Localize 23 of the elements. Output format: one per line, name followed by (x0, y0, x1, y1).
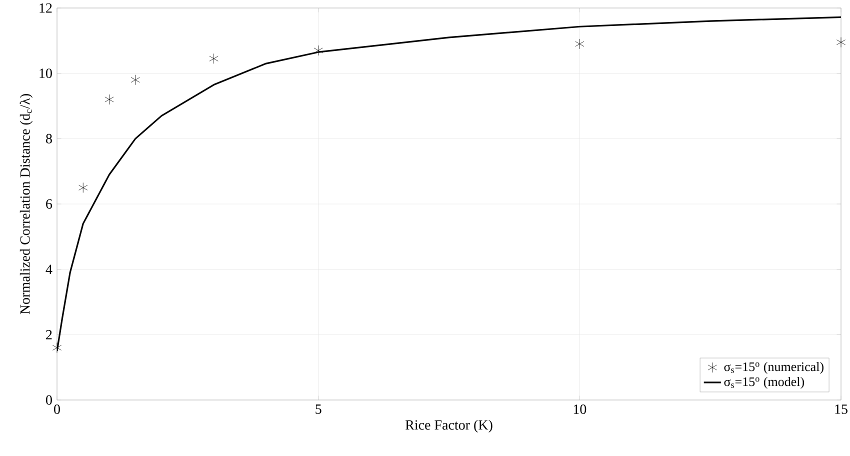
point (314, 45, 323, 56)
y-tick-label: 8 (46, 134, 52, 144)
x-tick-label: 15 (835, 404, 848, 414)
point (104, 94, 114, 105)
y-tick-label: 12 (40, 3, 52, 13)
y-tick-label: 4 (46, 264, 52, 274)
y-tick-label: 2 (46, 330, 52, 340)
y-axis-title: Normalized Correlation Distance (d$_{c}$/λ) (20, 94, 33, 314)
x-tick-label: 0 (54, 404, 60, 414)
y-tick-label: 0 (46, 395, 52, 405)
y-tick-label: 6 (46, 199, 52, 209)
point (78, 182, 88, 193)
legend-label: σ$_{s}$=15$^{o}$ (numerical) (724, 362, 824, 374)
point (52, 342, 62, 353)
x-tick-label: 10 (574, 404, 586, 414)
y-tick-label: 10 (40, 68, 52, 78)
x-axis-title: Rice Factor (K) (405, 420, 492, 433)
x-tick-label: 5 (316, 404, 322, 414)
point (209, 53, 218, 64)
legend-label: σ$_{s}$=15$^{o}$ (model) (724, 376, 804, 389)
point (130, 74, 140, 86)
point (836, 37, 846, 48)
point (575, 38, 584, 50)
